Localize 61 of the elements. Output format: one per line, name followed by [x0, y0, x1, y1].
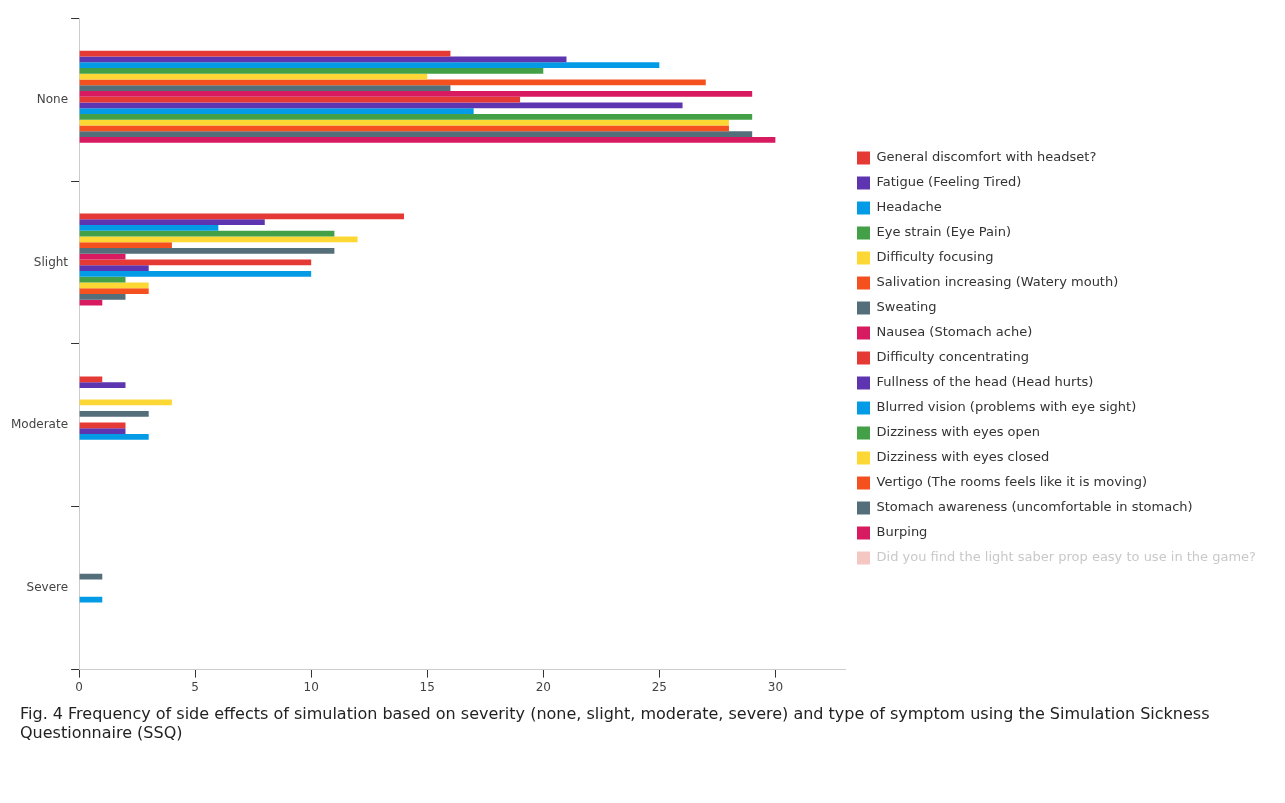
- bar: [79, 68, 544, 74]
- bar: [79, 399, 172, 406]
- bar: [79, 225, 219, 231]
- bar: [79, 242, 172, 249]
- bar: [79, 376, 103, 383]
- x-tick-label: 10: [303, 679, 319, 694]
- bar: [79, 131, 753, 137]
- bar: [79, 62, 660, 69]
- bar: [79, 73, 428, 80]
- x-tick-label: 25: [651, 679, 667, 694]
- legend-label: Fatigue (Feeling Tired): [876, 174, 1022, 190]
- bar: [79, 230, 335, 237]
- bar: [79, 91, 753, 97]
- bar: [79, 433, 149, 440]
- x-tick-label: 30: [767, 679, 784, 694]
- legend-label: Dizziness with eyes open: [876, 424, 1041, 440]
- x-tick-label: 15: [419, 679, 435, 694]
- legend-label: Headache: [876, 199, 942, 215]
- legend-label: Eye strain (Eye Pain): [876, 224, 1011, 240]
- y-tick-label: Slight: [33, 254, 69, 269]
- legend-label: Salivation increasing (Watery mouth): [876, 274, 1119, 290]
- caption: Fig. 4 Frequency of side effects of simulation based on severity (none, slight, moderate, severe) and type of symptom using the Simulation Sickness Questionnaire (SSQ): [20, 704, 1211, 742]
- bar: [79, 276, 126, 283]
- bar: [79, 410, 149, 417]
- x-tick-label: 0: [75, 679, 83, 694]
- bar: [79, 253, 126, 260]
- bar: [79, 50, 451, 57]
- bar: [79, 288, 149, 295]
- legend-label: Blurred vision (problems with eye sight): [876, 399, 1137, 415]
- legend-label: Dizziness with eyes closed: [876, 449, 1050, 465]
- legend-label: General discomfort with headset?: [876, 149, 1097, 165]
- bar: [79, 596, 103, 603]
- bar: [79, 85, 451, 91]
- legend-label: Nausea (Stomach ache): [876, 324, 1033, 340]
- bar: [79, 219, 265, 226]
- y-tick-label: Moderate: [10, 417, 69, 432]
- bar: [79, 382, 126, 388]
- bar: [79, 294, 126, 300]
- legend-label: Burping: [876, 524, 928, 540]
- bar: [79, 125, 729, 132]
- legend-label: Difficulty focusing: [876, 249, 994, 265]
- legend-label: Stomach awareness (uncomfortable in stomach): [876, 499, 1193, 515]
- legend-label: Sweating: [876, 299, 937, 315]
- legend-label: Fullness of the head (Head hurts): [876, 374, 1094, 390]
- bar: [79, 102, 683, 109]
- bar: [79, 248, 335, 254]
- bar: [79, 422, 126, 429]
- bar: [79, 265, 149, 272]
- x-tick-label: 5: [191, 679, 199, 694]
- bar: [79, 136, 776, 143]
- legend-label: Vertigo (The rooms feels like it is moving): [876, 474, 1148, 490]
- x-tick-label: 20: [535, 679, 551, 694]
- y-tick-label: None: [36, 91, 69, 106]
- legend-label: Difficulty concentrating: [876, 349, 1029, 365]
- bar: [79, 271, 312, 277]
- bar: [79, 113, 753, 120]
- bar: [79, 573, 103, 580]
- bar: [79, 428, 126, 434]
- bar: [79, 108, 474, 114]
- y-tick-label: Severe: [26, 580, 69, 595]
- bar: [79, 299, 103, 306]
